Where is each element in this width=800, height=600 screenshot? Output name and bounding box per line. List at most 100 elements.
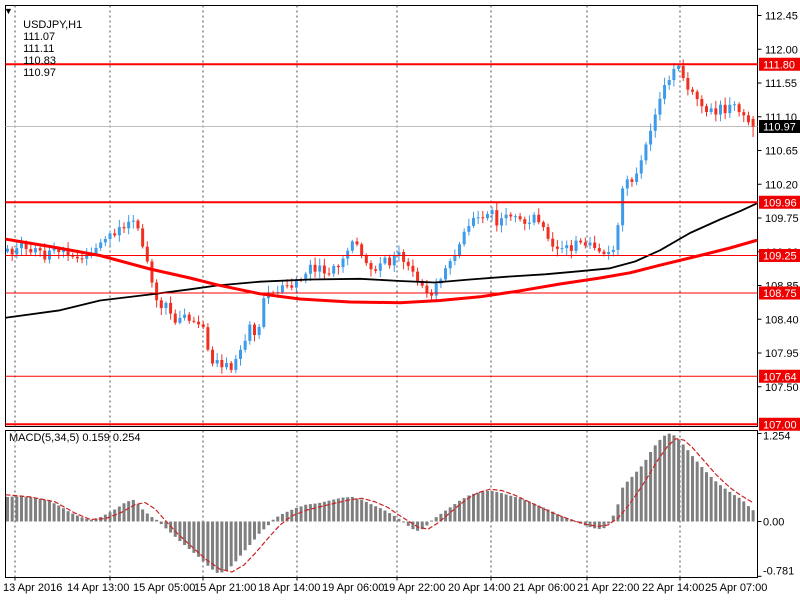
macd-tick-label: 0.00 [763, 517, 784, 529]
candle-bull [33, 248, 37, 253]
candle-bear [355, 241, 359, 245]
candle-bull [103, 238, 107, 243]
macd-histogram-bar [406, 521, 410, 526]
candle-bear [173, 313, 177, 323]
candle-bear [555, 246, 559, 249]
macd-histogram-bar [593, 521, 597, 529]
candle-bull [378, 263, 382, 271]
macd-histogram-bar [555, 514, 559, 522]
macd-histogram-bar [667, 433, 671, 522]
candle-bear [541, 222, 545, 228]
macd-histogram-bar [481, 491, 485, 522]
price-tick-label: 111.55 [765, 78, 797, 90]
macd-histogram-bar [616, 504, 620, 522]
chart-menu-dropdown-icon[interactable]: ▼ [4, 6, 13, 16]
macd-histogram-bar [127, 501, 131, 522]
candle-bull [262, 298, 266, 327]
candle-bear [374, 269, 378, 271]
candle-bull [164, 302, 168, 308]
macd-histogram-bar [392, 515, 396, 522]
macd-histogram-bar [649, 452, 653, 522]
main-plot-area[interactable] [5, 5, 758, 427]
macd-histogram-bar [252, 521, 256, 540]
macd-histogram-bar [742, 501, 746, 522]
macd-histogram-bar [737, 497, 741, 522]
macd-histogram-bar [728, 491, 732, 522]
macd-histogram-bar [61, 508, 65, 522]
candle-bear [695, 91, 699, 100]
macd-histogram-bar [220, 521, 224, 573]
macd-histogram-bar [714, 481, 718, 522]
macd-histogram-bar [71, 513, 75, 522]
candle-bull [215, 359, 219, 364]
sr-price-label: 107.00 [763, 419, 797, 431]
candle-bull [467, 225, 471, 232]
macd-histogram-bar [19, 496, 23, 522]
candle-bear [155, 282, 159, 301]
macd-histogram-bar [430, 520, 434, 522]
candle-bull [243, 340, 247, 350]
macd-histogram-bar [551, 511, 555, 522]
macd-histogram-bar [439, 513, 443, 522]
candle-bear [523, 219, 527, 224]
chart-ohlc-header: USDJPY,H1 111.07 111.11 110.83 110.97 [17, 7, 92, 79]
candle-bull [658, 98, 662, 115]
price-tick-label: 112.45 [765, 11, 798, 23]
candle-bull [476, 217, 480, 219]
macd-histogram-bar [546, 509, 550, 522]
candle-bear [569, 245, 573, 251]
macd-histogram-bar [504, 494, 508, 522]
time-tick-label: 15 Apr 05:00 [133, 582, 195, 594]
macd-histogram-bar [211, 521, 215, 570]
candle-bear [430, 293, 434, 296]
macd-histogram-bar [332, 499, 336, 522]
sr-price-label: 107.64 [763, 371, 797, 383]
candle-bull [346, 250, 350, 259]
macd-histogram-bar [243, 521, 247, 551]
macd-histogram-bar [434, 517, 438, 522]
macd-histogram-bar [257, 521, 261, 534]
candle-bull [513, 216, 517, 218]
macd-histogram-bar [234, 521, 238, 562]
candle-bull [318, 265, 322, 272]
candle-bull [644, 144, 648, 161]
candle-bear [136, 220, 140, 229]
macd-histogram-bar [47, 501, 51, 522]
macd-histogram-bar [527, 501, 531, 522]
candle-bull [350, 241, 354, 251]
candle-bull [677, 65, 681, 69]
candle-bull [332, 265, 336, 274]
candle-bull [248, 324, 252, 341]
candle-bear [602, 251, 606, 254]
candle-bull [127, 221, 131, 229]
candle-bull [397, 252, 401, 255]
macd-histogram-bar [159, 521, 163, 525]
time-tick-label: 21 Apr 06:00 [513, 582, 575, 594]
time-tick-label: 15 Apr 21:00 [194, 582, 256, 594]
time-tick-label: 14 Apr 13:00 [67, 582, 129, 594]
macd-histogram-bar [397, 518, 401, 522]
candle-bear [518, 216, 522, 220]
candle-bear [593, 242, 597, 249]
time-tick-label: 13 Apr 2016 [3, 582, 62, 594]
candle-bear [723, 104, 727, 114]
macd-histogram-bar [350, 497, 354, 522]
sr-price-label-box [759, 249, 800, 262]
macd-plot-area[interactable] [5, 430, 755, 578]
candle-bear [360, 244, 364, 256]
candle-bull [183, 314, 187, 318]
macd-histogram-bar [94, 518, 98, 522]
macd-histogram-bar [462, 498, 466, 522]
macd-histogram-bar [66, 511, 70, 522]
candle-bull [294, 279, 298, 288]
price-tick-label: 108.40 [765, 314, 799, 326]
candle-bear [169, 302, 173, 314]
candle-bull [6, 248, 9, 252]
candle-bull [485, 214, 489, 219]
macd-histogram-bar [355, 498, 359, 522]
candle-bear [29, 248, 33, 253]
candle-bull [462, 231, 466, 245]
macd-histogram-bar [495, 492, 499, 522]
candle-bull [453, 255, 457, 262]
